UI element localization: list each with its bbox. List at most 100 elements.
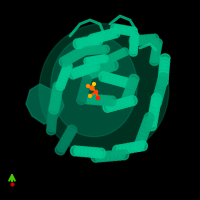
Ellipse shape [61, 68, 70, 76]
Ellipse shape [128, 78, 138, 86]
Ellipse shape [94, 95, 102, 105]
Ellipse shape [85, 63, 93, 73]
Ellipse shape [116, 50, 123, 58]
Ellipse shape [108, 60, 118, 71]
Ellipse shape [60, 71, 69, 78]
Ellipse shape [85, 147, 94, 157]
Ellipse shape [48, 111, 57, 119]
Ellipse shape [103, 151, 113, 161]
Ellipse shape [145, 35, 153, 45]
Ellipse shape [56, 82, 65, 90]
Ellipse shape [124, 143, 133, 153]
Circle shape [90, 86, 94, 90]
Ellipse shape [115, 150, 125, 160]
Ellipse shape [68, 52, 77, 62]
Ellipse shape [101, 95, 109, 105]
Ellipse shape [120, 77, 130, 87]
Ellipse shape [77, 47, 86, 57]
Ellipse shape [51, 92, 61, 101]
Ellipse shape [103, 56, 111, 64]
Ellipse shape [130, 27, 137, 36]
Ellipse shape [97, 64, 107, 75]
Ellipse shape [126, 84, 135, 93]
Ellipse shape [117, 76, 126, 86]
Ellipse shape [91, 95, 99, 105]
Ellipse shape [154, 91, 164, 100]
Ellipse shape [129, 74, 139, 83]
Ellipse shape [50, 99, 60, 107]
Ellipse shape [116, 145, 125, 155]
Ellipse shape [97, 55, 103, 63]
Ellipse shape [104, 96, 113, 106]
Ellipse shape [62, 65, 71, 73]
Ellipse shape [110, 100, 119, 110]
Ellipse shape [89, 57, 95, 65]
Ellipse shape [91, 61, 100, 71]
Ellipse shape [156, 80, 166, 89]
Ellipse shape [123, 91, 133, 99]
Ellipse shape [84, 94, 92, 104]
Ellipse shape [149, 105, 159, 115]
Ellipse shape [82, 75, 91, 83]
Ellipse shape [80, 85, 89, 92]
Ellipse shape [160, 57, 170, 66]
Ellipse shape [124, 97, 134, 107]
Ellipse shape [94, 56, 100, 64]
Ellipse shape [113, 76, 122, 85]
Ellipse shape [116, 25, 123, 34]
Ellipse shape [119, 150, 129, 160]
Ellipse shape [144, 113, 154, 123]
Circle shape [96, 96, 100, 100]
Ellipse shape [57, 143, 67, 152]
Ellipse shape [122, 94, 132, 102]
Ellipse shape [71, 50, 80, 60]
Ellipse shape [78, 66, 87, 75]
Ellipse shape [47, 124, 56, 132]
Ellipse shape [131, 32, 139, 38]
Ellipse shape [96, 148, 106, 158]
Ellipse shape [153, 41, 162, 48]
Ellipse shape [159, 71, 169, 79]
Circle shape [89, 95, 91, 97]
Ellipse shape [152, 98, 162, 107]
Ellipse shape [99, 55, 106, 63]
Ellipse shape [104, 61, 114, 72]
Ellipse shape [117, 99, 126, 108]
Ellipse shape [68, 69, 77, 79]
Ellipse shape [53, 82, 63, 90]
Ellipse shape [108, 29, 117, 39]
Ellipse shape [77, 97, 86, 105]
Ellipse shape [153, 94, 163, 104]
Ellipse shape [134, 141, 144, 151]
Ellipse shape [159, 61, 169, 69]
Ellipse shape [72, 68, 80, 78]
Ellipse shape [137, 133, 147, 143]
Circle shape [94, 90, 98, 94]
Ellipse shape [58, 76, 67, 84]
Ellipse shape [65, 128, 75, 137]
Ellipse shape [87, 94, 96, 104]
Ellipse shape [84, 58, 90, 66]
Ellipse shape [47, 127, 56, 135]
Ellipse shape [135, 137, 145, 147]
Ellipse shape [114, 100, 123, 109]
Ellipse shape [91, 46, 98, 54]
Ellipse shape [157, 76, 167, 86]
Ellipse shape [149, 109, 159, 119]
Ellipse shape [88, 46, 95, 54]
Ellipse shape [83, 37, 90, 47]
Ellipse shape [130, 40, 138, 46]
Ellipse shape [95, 152, 105, 162]
Ellipse shape [98, 31, 107, 41]
Ellipse shape [113, 145, 122, 155]
Ellipse shape [138, 129, 148, 139]
Ellipse shape [130, 37, 138, 43]
Ellipse shape [95, 35, 103, 45]
Ellipse shape [109, 54, 116, 62]
Ellipse shape [103, 102, 112, 112]
Ellipse shape [140, 125, 150, 135]
Ellipse shape [81, 82, 90, 89]
Ellipse shape [130, 42, 138, 48]
Ellipse shape [150, 56, 159, 63]
Ellipse shape [78, 91, 87, 98]
